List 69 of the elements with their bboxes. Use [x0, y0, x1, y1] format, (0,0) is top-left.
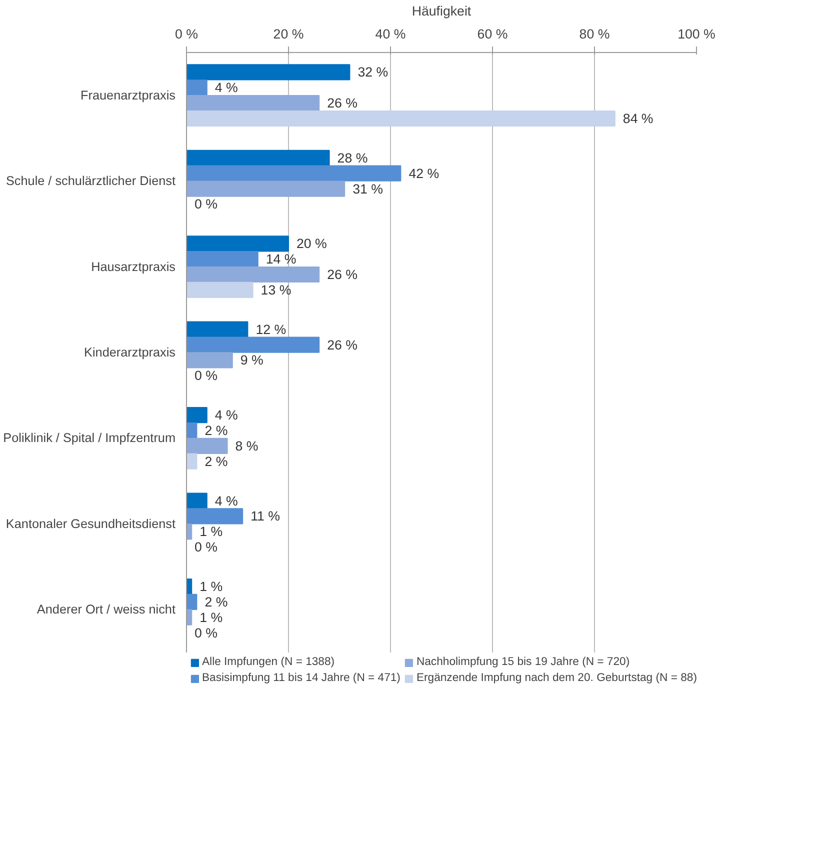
data-label: 8 % [235, 438, 258, 454]
y-tick-label: Schule / schulärztlicher Dienst [6, 174, 176, 188]
data-label: 13 % [260, 282, 292, 298]
x-axis-title: Häufigkeit [412, 4, 472, 18]
data-label: 31 % [352, 181, 384, 196]
y-tick-label: Kantonaler Gesundheitsdienst [6, 516, 176, 531]
bar [186, 352, 233, 368]
data-label: 26 % [327, 337, 358, 352]
bar [186, 266, 320, 283]
bar [186, 236, 289, 252]
x-tick-label: 80 % [579, 26, 610, 42]
data-label: 11 % [250, 508, 280, 524]
data-label: 26 % [327, 267, 358, 282]
bar [186, 80, 208, 96]
x-tick-label: 20 % [273, 26, 304, 42]
data-label: 42 % [408, 166, 440, 181]
legend-label: Alle Impfungen (N = 1388) [202, 656, 335, 668]
legend-label: Ergänzende Impfung nach dem 20. Geburtstag (N = 88) [416, 672, 697, 684]
bar [186, 453, 198, 470]
bar [186, 165, 402, 182]
x-tick-label: 0 % [175, 26, 198, 42]
bar [186, 422, 198, 439]
bar [186, 282, 254, 298]
y-tick-label: Kinderarztpraxis [84, 346, 176, 360]
bar [186, 609, 192, 626]
data-label: 0 % [194, 196, 218, 212]
data-label: 20 % [296, 236, 328, 252]
data-label: 2 % [204, 423, 228, 438]
data-label: 32 % [358, 64, 388, 80]
x-tick-label: 40 % [375, 26, 406, 42]
data-label: 84 % [622, 111, 654, 126]
legend-label: Nachholimpfung 15 bis 19 Jahre (N = 720) [416, 656, 630, 668]
x-tick-label: 60 % [477, 26, 508, 42]
data-label: 2 % [204, 454, 228, 469]
legend-label: Basisimpfung 11 bis 14 Jahre (N = 471) [202, 672, 400, 684]
bar [186, 251, 258, 268]
bar [186, 150, 330, 166]
bar [186, 492, 208, 509]
data-label: 0 % [194, 625, 218, 640]
bar [186, 594, 198, 610]
data-label: 4 % [214, 493, 238, 508]
data-label: 26 % [327, 96, 358, 111]
bar [186, 524, 192, 540]
data-label: 0 % [194, 368, 218, 384]
data-label: 14 % [266, 252, 296, 267]
x-tick-label: 100 % [678, 26, 716, 42]
bar [186, 407, 208, 424]
data-label: 1 % [200, 610, 223, 625]
y-tick-label: Frauenarztpraxis [80, 88, 176, 102]
bar [186, 321, 248, 338]
data-label: 9 % [240, 352, 264, 368]
y-tick-label: Hausarztpraxis [91, 260, 176, 274]
y-tick-label: Anderer Ort / weiss nicht [36, 602, 176, 617]
bar [186, 95, 320, 112]
data-label: 28 % [337, 150, 368, 166]
data-label: 1 % [200, 579, 223, 594]
data-label: 4 % [214, 80, 238, 96]
data-label: 12 % [256, 322, 286, 337]
y-tick-label: Poliklinik / Spital / Impfzentrum [3, 431, 176, 446]
data-label: 4 % [214, 408, 238, 423]
bar [186, 438, 228, 454]
data-label: 2 % [204, 594, 228, 610]
data-label: 0 % [194, 540, 218, 555]
bar [186, 180, 346, 197]
bar [186, 64, 350, 80]
data-label: 1 % [200, 524, 223, 540]
bar [186, 508, 244, 524]
bar [186, 110, 616, 127]
bar [186, 336, 320, 353]
